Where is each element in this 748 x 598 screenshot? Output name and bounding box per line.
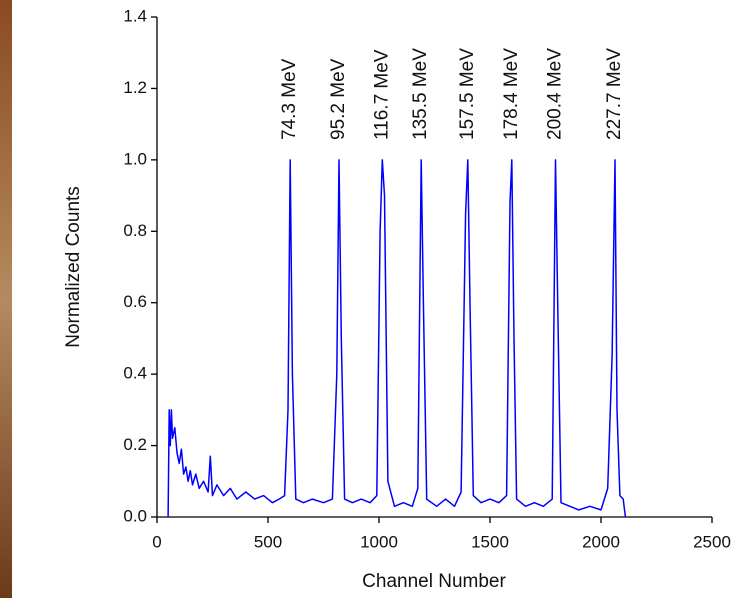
y-tick-label: 0.2 — [123, 435, 147, 454]
x-axis-label: Channel Number — [362, 571, 506, 592]
y-tick-label: 0.0 — [123, 506, 147, 525]
x-tick-label: 0 — [152, 532, 161, 551]
spectrum-line — [167, 159, 627, 518]
y-tick-label: 1.2 — [123, 78, 147, 97]
peak-label: 200.4 MeV — [545, 48, 566, 140]
y-tick-label: 1.0 — [123, 149, 147, 168]
photo-strip — [0, 0, 12, 598]
x-tick-label: 1500 — [471, 532, 509, 551]
peak-label: 157.5 MeV — [457, 48, 478, 140]
y-tick-label: 1.4 — [123, 6, 147, 25]
peak-label: 135.5 MeV — [410, 48, 431, 140]
x-tick-label: 1000 — [360, 532, 398, 551]
y-axis-label: Normalized Counts — [63, 186, 84, 348]
x-tick-label: 500 — [254, 532, 282, 551]
peak-label: 178.4 MeV — [501, 48, 522, 140]
peak-label: 74.3 MeV — [279, 58, 300, 140]
y-tick-label: 0.8 — [123, 221, 147, 240]
y-tick-label: 0.4 — [123, 364, 147, 383]
x-tick-label: 2500 — [693, 532, 731, 551]
peak-label: 116.7 MeV — [371, 49, 392, 140]
y-tick-label: 0.6 — [123, 292, 147, 311]
peak-label: 95.2 MeV — [328, 58, 349, 140]
peak-label: 227.7 MeV — [604, 48, 625, 140]
x-tick-label: 2000 — [582, 532, 620, 551]
